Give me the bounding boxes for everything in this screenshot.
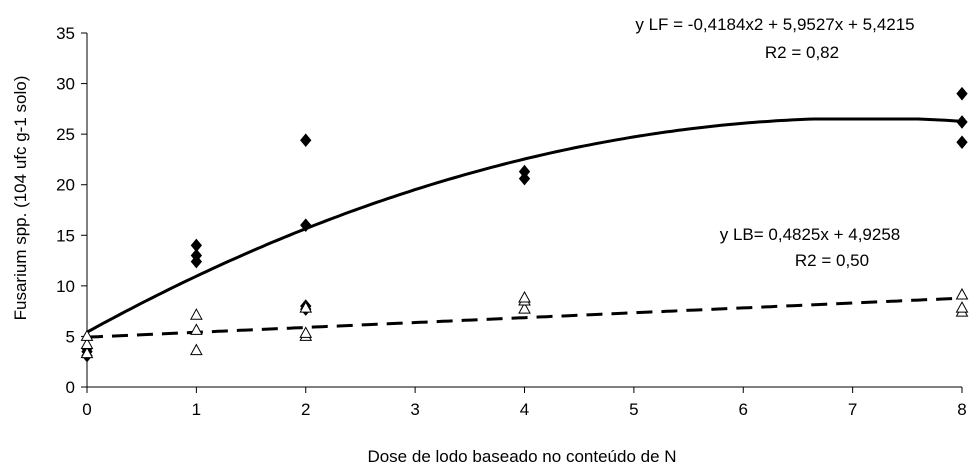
lb-point: [955, 301, 969, 313]
data-points: [80, 86, 969, 363]
lb-equation-label: y LB= 0,4825x + 4,9258: [720, 225, 901, 244]
y-tick-label: 10: [56, 277, 75, 296]
lb-point: [518, 290, 531, 303]
lb-point: [955, 287, 969, 300]
lf-point: [956, 135, 968, 150]
lf-point: [956, 115, 968, 129]
lf-point: [190, 248, 203, 263]
x-tick-label: 4: [520, 400, 529, 419]
lb-point: [299, 326, 313, 338]
lf-r2-label: R2 = 0,82: [765, 43, 839, 62]
x-tick-label: 7: [848, 400, 857, 419]
lf-point: [300, 133, 312, 147]
lf-point: [518, 164, 531, 179]
lb-point: [190, 323, 203, 335]
lb-point: [299, 301, 313, 313]
axes: 0 5 10 15 20 25 30 35 0 1 2 3 4 5 6 7 8: [56, 24, 967, 419]
x-tick-label: 6: [739, 400, 748, 419]
lb-r2-label: R2 = 0,50: [795, 251, 869, 270]
y-tick-label: 15: [56, 226, 75, 245]
y-tick-label: 5: [66, 327, 75, 346]
lb-point: [518, 302, 531, 314]
lf-point: [518, 171, 531, 186]
lf-point: [956, 86, 968, 101]
y-tick-label: 20: [56, 176, 75, 195]
y-tick-label: 30: [56, 75, 75, 94]
y-tick-label: 0: [66, 378, 75, 397]
x-axis-label: Dose de lodo baseado no conteúdo de N: [367, 447, 676, 466]
x-tick-label: 1: [192, 400, 201, 419]
lb-point: [80, 346, 94, 359]
y-tick-label: 25: [56, 125, 75, 144]
x-tick-label: 2: [301, 400, 310, 419]
lb-trendline: [86, 296, 963, 339]
x-tick-label: 5: [629, 400, 638, 419]
x-tick-label: 8: [957, 400, 966, 419]
lb-point: [80, 329, 94, 341]
lf-point: [190, 238, 203, 253]
lf-trendline: [86, 117, 963, 334]
lb-point: [190, 308, 203, 320]
y-axis-label: Fusarium spp. (104 ufc g-1 solo): [11, 76, 30, 321]
x-tick-label: 3: [410, 400, 419, 419]
trendlines: [86, 117, 963, 339]
lf-equation-label: y LF = -0,4184x2 + 5,9527x + 5,4215: [635, 15, 914, 34]
lb-point: [190, 343, 203, 356]
lb-point: [80, 337, 94, 350]
lf-point: [300, 218, 312, 232]
x-tick-label: 0: [82, 400, 91, 419]
y-tick-label: 35: [56, 24, 75, 43]
